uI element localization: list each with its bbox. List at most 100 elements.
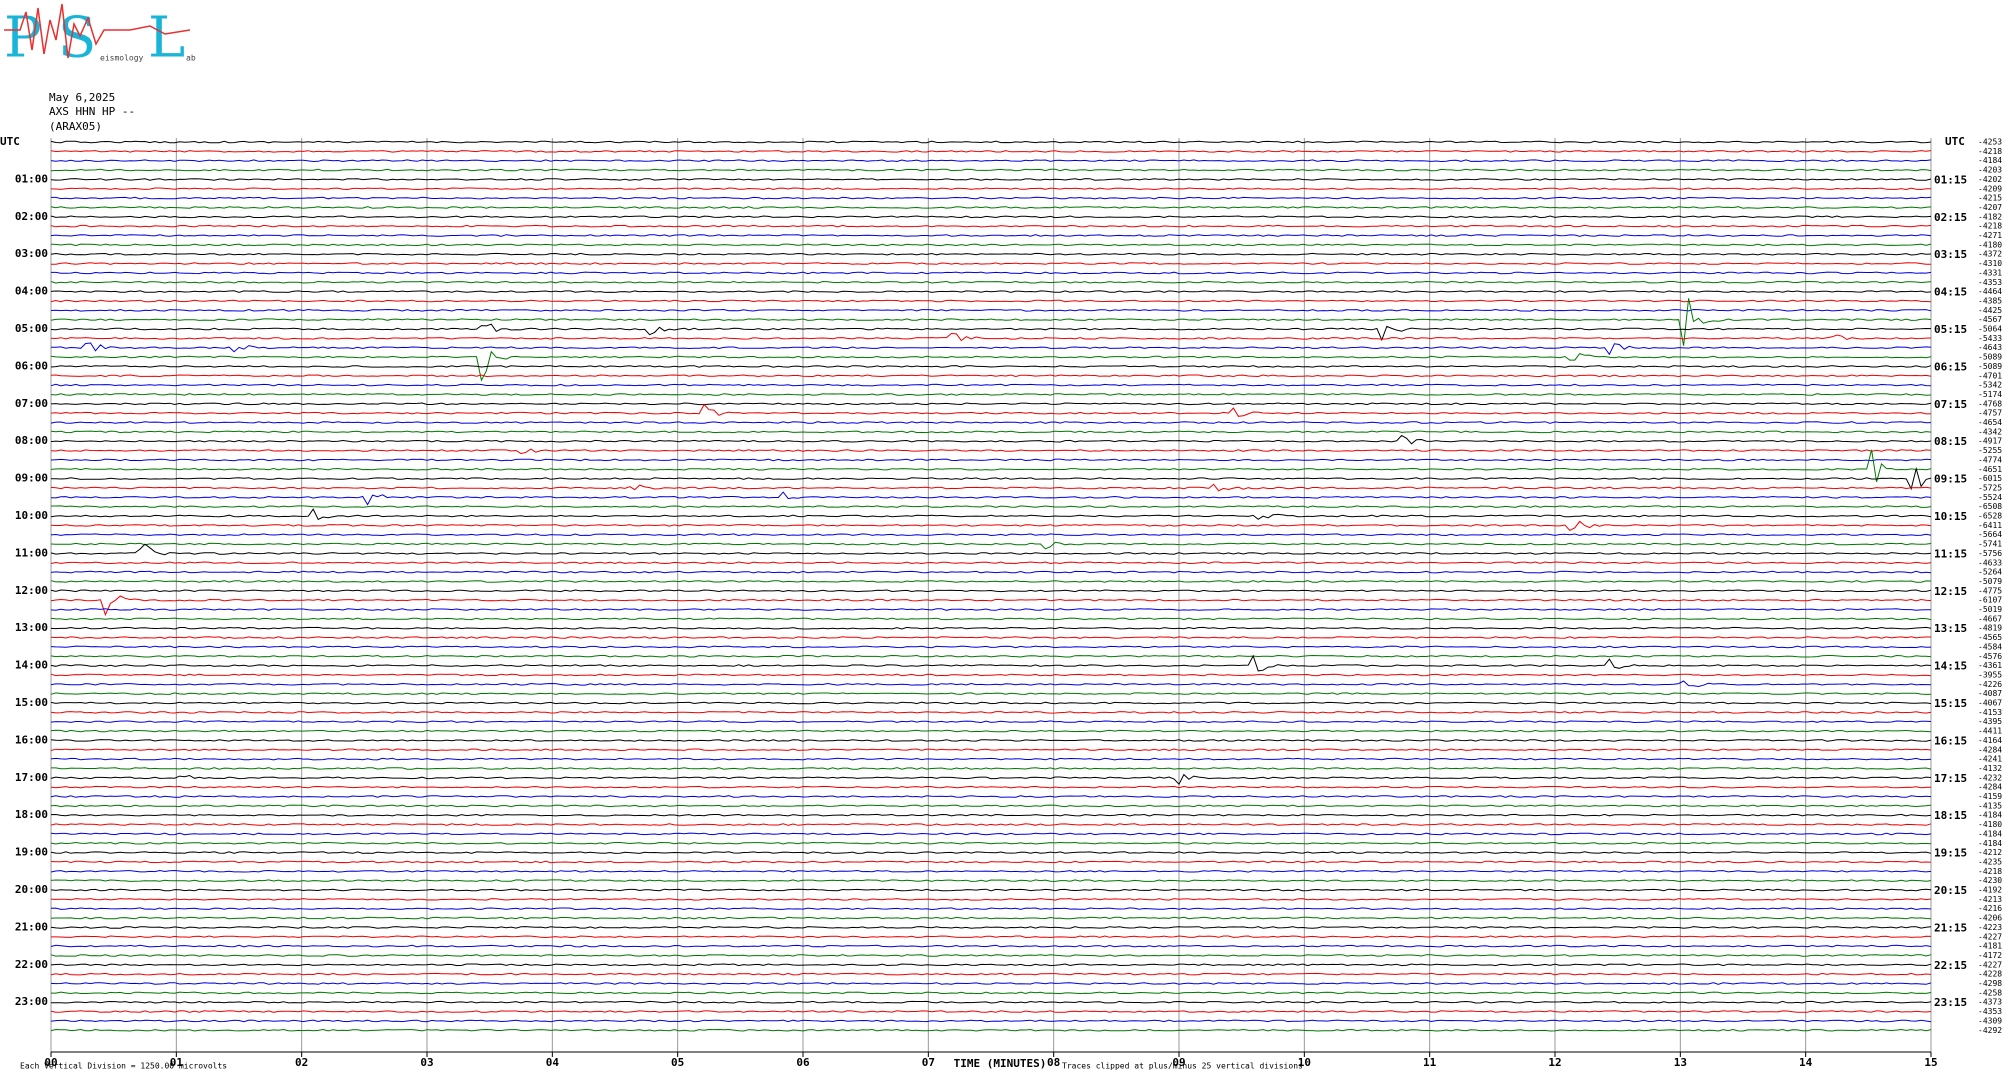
trace <box>50 869 1932 873</box>
logo-wave <box>4 3 191 59</box>
trace-offset: -4235 <box>1978 857 2002 866</box>
trace-offset: -4353 <box>1978 278 2002 287</box>
trace <box>50 403 1932 417</box>
left-hour-label: 11:00 <box>15 546 48 559</box>
trace <box>50 458 1932 462</box>
left-hour-label: 18:00 <box>15 808 48 821</box>
trace-offset: -4216 <box>1978 904 2002 913</box>
trace <box>50 448 1932 455</box>
x-tick-label: 10 <box>1298 1056 1311 1069</box>
trace <box>51 991 1932 995</box>
x-tick-label: 11 <box>1423 1056 1437 1069</box>
trace <box>50 773 1932 786</box>
left-hour-label: 02:00 <box>15 210 48 223</box>
trace <box>51 271 1932 275</box>
left-hour-label: 15:00 <box>15 696 48 709</box>
trace <box>50 757 1932 761</box>
trace <box>50 860 1932 864</box>
trace <box>50 561 1932 565</box>
trace-offset: -4135 <box>1978 801 2002 810</box>
trace <box>50 795 1932 798</box>
logo-letter: S <box>58 6 96 71</box>
trace-offset: -4395 <box>1978 717 2002 726</box>
trace <box>50 944 1932 948</box>
right-hour-label: 02:15 <box>1934 211 1967 224</box>
left-hour-label: 01:00 <box>15 172 48 185</box>
logo-letter: L <box>148 6 185 71</box>
trace-offset: -4181 <box>1978 942 2002 951</box>
trace <box>50 187 1931 191</box>
trace <box>50 1010 1932 1013</box>
trace <box>50 608 1932 611</box>
trace <box>50 680 1932 688</box>
trace <box>50 393 1932 396</box>
trace-offset: -4331 <box>1978 268 2002 277</box>
trace-offset: -4180 <box>1978 820 2002 829</box>
trace <box>50 972 1932 976</box>
trace <box>51 196 1932 200</box>
trace <box>50 298 1932 346</box>
trace-offset: -4203 <box>1978 166 2002 175</box>
trace <box>50 466 1932 491</box>
scale-note: Each Vertical Division = 1250.00 microvo… <box>20 1062 227 1071</box>
trace-offset: -4298 <box>1978 979 2002 988</box>
trace-offset: -4067 <box>1978 699 2002 708</box>
trace <box>50 692 1932 695</box>
trace-offset: -4180 <box>1978 240 2002 249</box>
right-hour-label: 09:15 <box>1934 473 1967 486</box>
trace <box>50 570 1932 574</box>
left-hour-label: 08:00 <box>15 434 48 447</box>
trace-offset: -4159 <box>1978 792 2002 801</box>
right-hour-label: 18:15 <box>1934 809 1967 822</box>
trace-offset: -4192 <box>1978 886 2002 895</box>
right-hour-label: 20:15 <box>1934 884 1967 897</box>
trace <box>50 178 1932 181</box>
trace <box>50 374 1932 378</box>
trace <box>50 748 1932 752</box>
trace <box>50 916 1932 920</box>
left-hour-label: 14:00 <box>15 659 48 672</box>
trace-offset: -4087 <box>1978 689 2002 698</box>
right-hour-label: 23:15 <box>1934 996 1967 1009</box>
trace-offset: -5019 <box>1978 605 2002 614</box>
trace-offset: -4372 <box>1978 250 2002 259</box>
trace-offset: -5079 <box>1978 577 2002 586</box>
trace-offset: -6411 <box>1978 521 2002 530</box>
trace <box>50 720 1932 724</box>
trace-offset: -4212 <box>1978 848 2002 857</box>
trace-offset: -6107 <box>1978 596 2002 605</box>
trace-offset: -4215 <box>1978 194 2002 203</box>
trace <box>50 215 1932 219</box>
trace <box>51 767 1932 770</box>
x-tick-label: 12 <box>1548 1056 1561 1069</box>
x-tick-label: 08 <box>1047 1056 1060 1069</box>
trace-offset: -4184 <box>1978 829 2002 838</box>
right-hour-label: 15:15 <box>1934 697 1967 710</box>
trace-offset: -5433 <box>1978 334 2002 343</box>
trace <box>50 402 1932 406</box>
trace <box>50 654 1932 672</box>
trace-offset: -6528 <box>1978 512 2002 521</box>
trace <box>50 739 1932 742</box>
right-hour-label: 19:15 <box>1934 847 1967 860</box>
trace-offset: -4633 <box>1978 558 2002 567</box>
right-hour-label: 17:15 <box>1934 772 1967 785</box>
trace <box>50 701 1932 705</box>
trace-offset: -4271 <box>1978 231 2002 240</box>
trace <box>50 626 1932 630</box>
trace <box>50 645 1932 649</box>
station: AXS HHN HP -- <box>49 105 135 118</box>
trace-offset: -4202 <box>1978 175 2002 184</box>
trace <box>50 580 1932 583</box>
trace-offset: -5524 <box>1978 493 2002 502</box>
trace-offset: -4701 <box>1978 371 2002 380</box>
trace-offset: -4182 <box>1978 212 2002 221</box>
trace <box>50 421 1932 424</box>
left-hour-label: 12:00 <box>15 584 48 597</box>
trace-offset: -4223 <box>1978 923 2002 932</box>
right-hour-label: 10:15 <box>1934 510 1967 523</box>
trace-offset: -4425 <box>1978 306 2002 315</box>
right-hour-label: 21:15 <box>1934 921 1967 934</box>
trace <box>50 963 1932 967</box>
right-hour-label: 11:15 <box>1934 547 1967 560</box>
